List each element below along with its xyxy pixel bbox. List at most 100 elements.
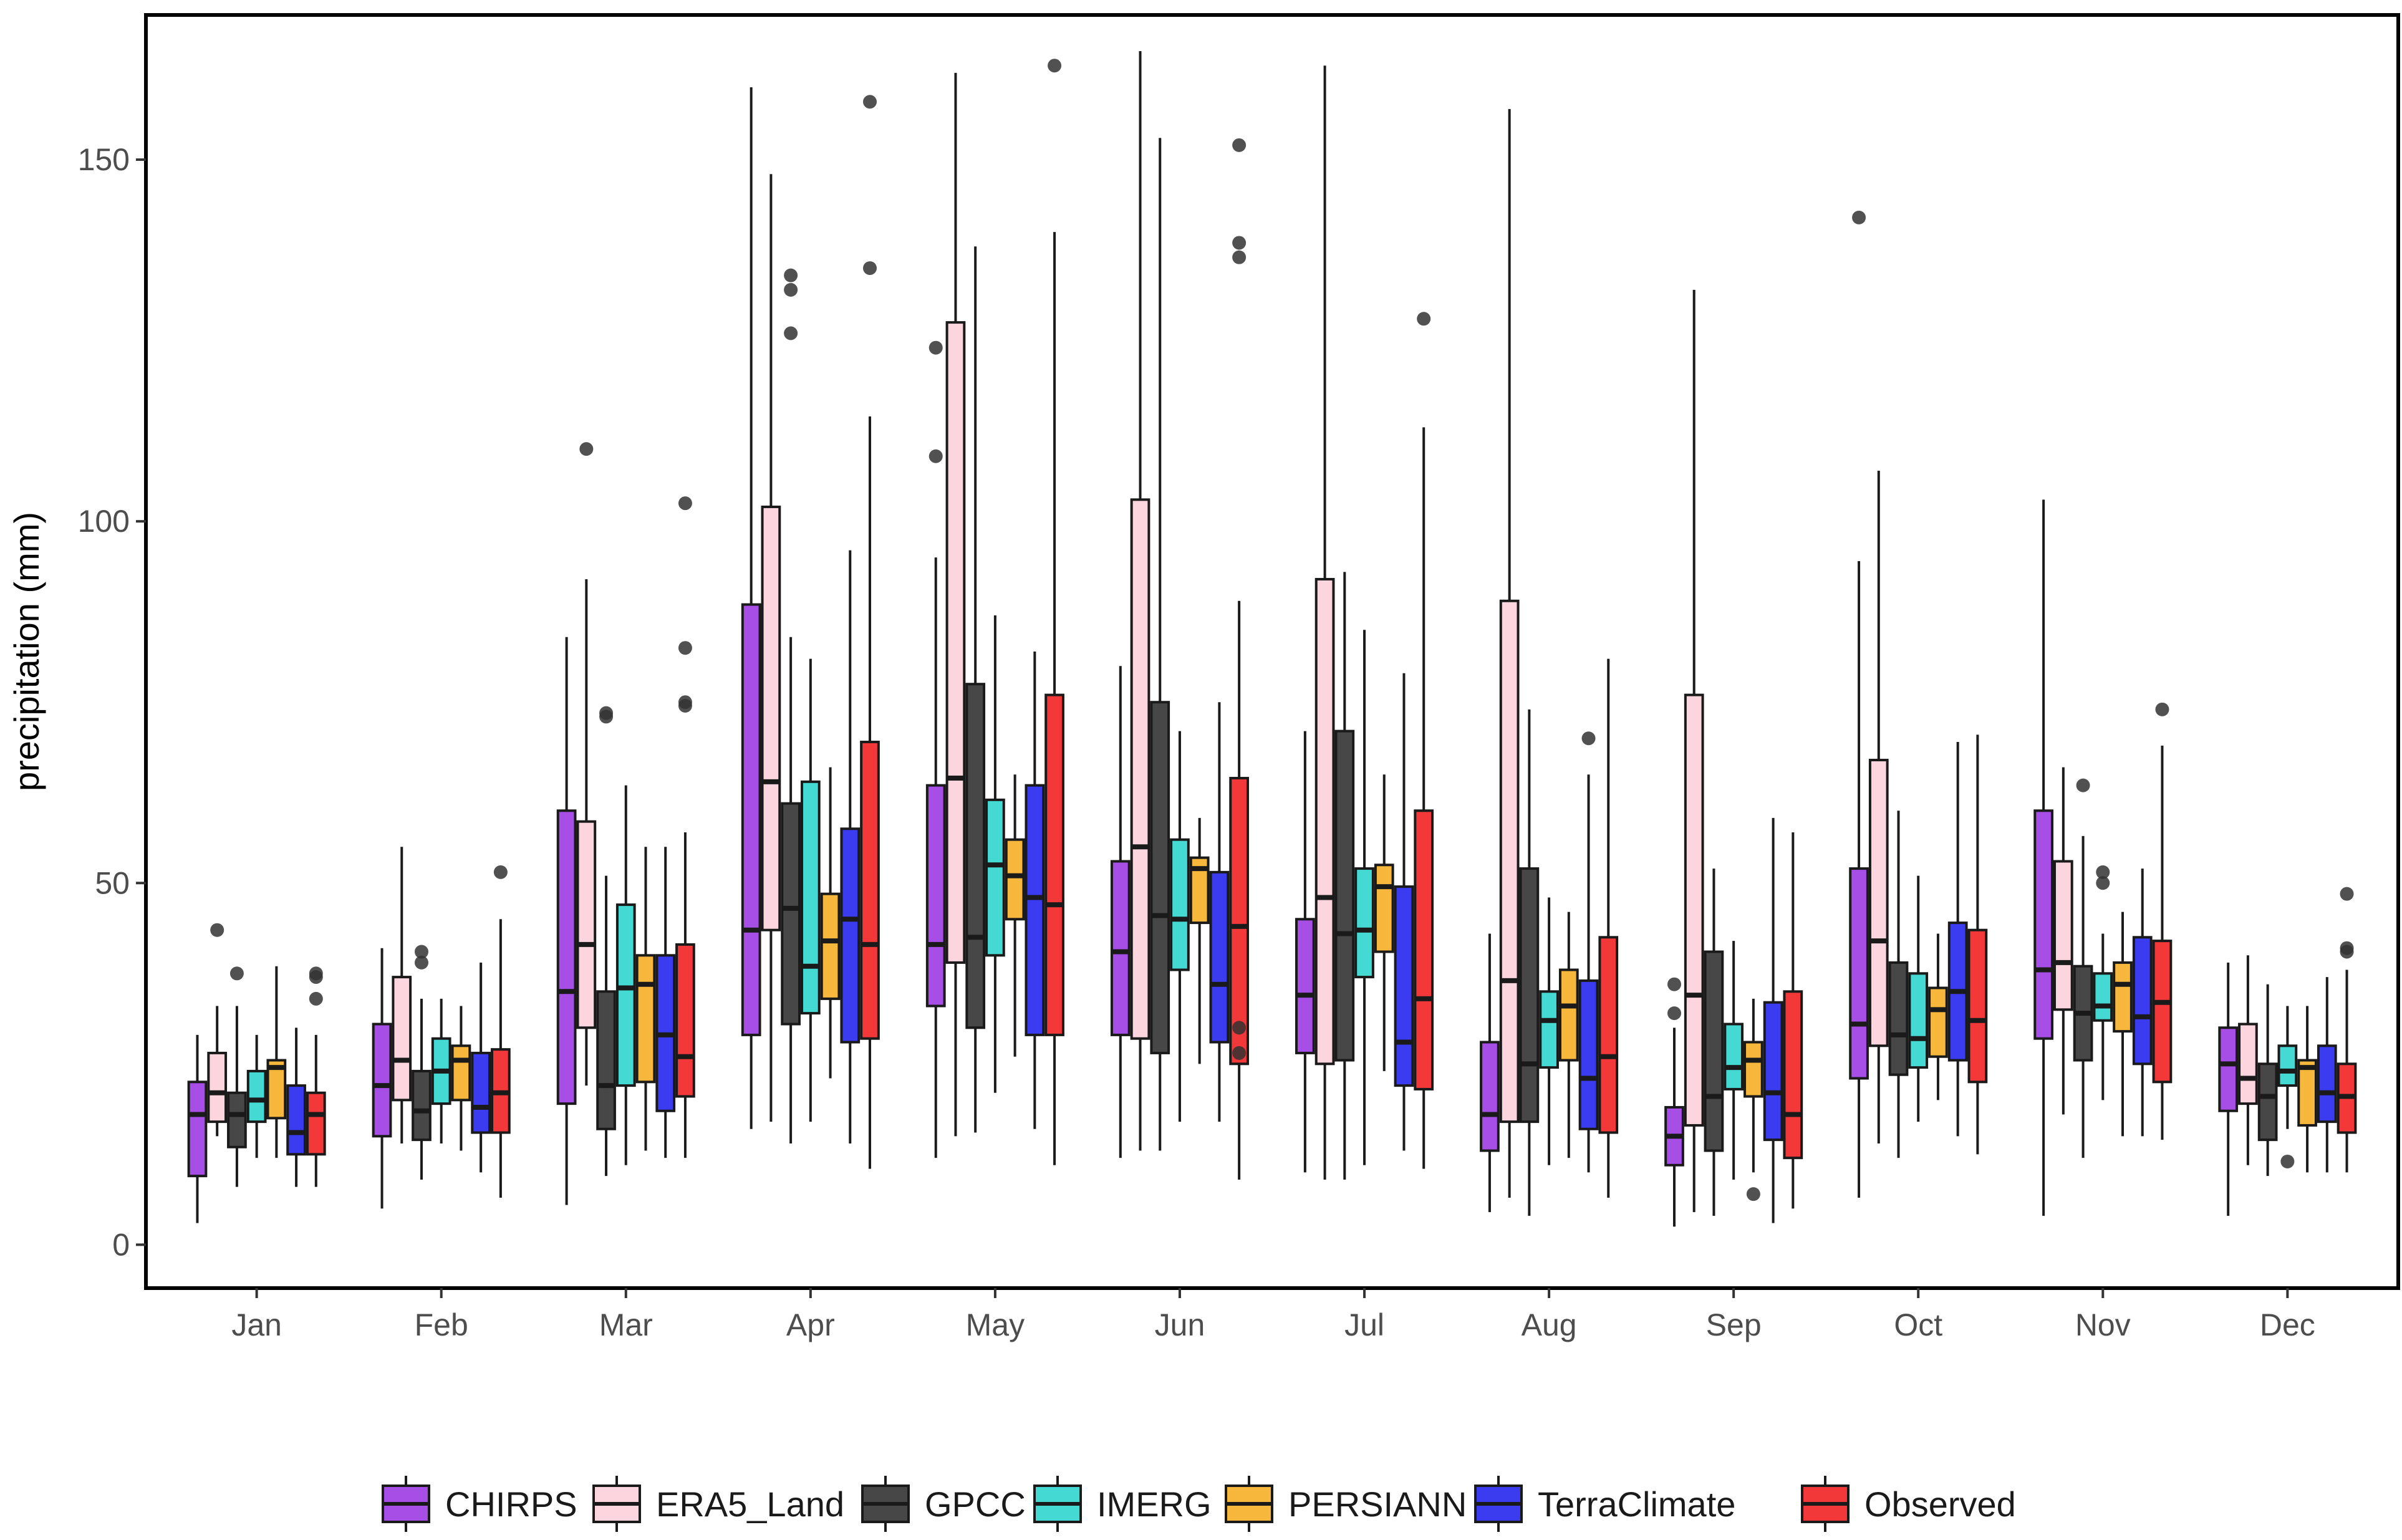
outlier-point <box>1852 210 1866 224</box>
outlier-point <box>863 95 877 109</box>
box-body <box>840 827 861 1044</box>
box-gpcc-sep <box>1704 869 1724 1216</box>
box-body <box>1578 979 1599 1130</box>
box-era5_land-mar <box>576 442 597 1086</box>
box-body <box>1558 968 1579 1062</box>
box-body <box>860 741 880 1040</box>
box-body <box>187 1080 208 1178</box>
box-observed-jan <box>306 966 326 1187</box>
box-gpcc-mar <box>596 706 616 1177</box>
box-observed-aug <box>1598 658 1619 1198</box>
box-observed-mar <box>675 496 695 1158</box>
box-persiann-jul <box>1374 774 1394 1071</box>
outlier-point <box>863 261 877 276</box>
plot-area <box>187 51 2357 1227</box>
box-body <box>2297 1059 2317 1127</box>
y-tick-label: 0 <box>112 1227 130 1262</box>
box-body <box>1519 867 1540 1124</box>
x-tick-label: Mar <box>599 1307 653 1342</box>
legend: CHIRPS ERA5_Land GPCC IMERG PERSIANN TerraCli… <box>382 1476 2016 1532</box>
box-terraclimate-dec <box>2317 977 2337 1173</box>
legend-label-persiann: PERSIANN <box>1288 1485 1467 1524</box>
legend-item-gpcc: GPCC <box>861 1476 1026 1532</box>
box-body <box>1480 1041 1500 1152</box>
box-gpcc-jan <box>227 966 247 1187</box>
box-body <box>1374 864 1394 953</box>
box-body <box>1130 498 1150 1040</box>
box-imerg-aug <box>1539 897 1559 1165</box>
box-body <box>306 1091 326 1156</box>
box-body <box>2093 972 2113 1022</box>
legend-label-gpcc: GPCC <box>925 1485 1026 1524</box>
series-gpcc <box>227 138 2278 1216</box>
box-terraclimate-sep <box>1763 817 1783 1223</box>
box-chirps-jul <box>1295 731 1315 1173</box>
box-body <box>471 1051 491 1134</box>
outlier-point <box>309 991 323 1006</box>
box-observed-oct <box>1967 734 1988 1155</box>
box-persiann-nov <box>2113 912 2133 1137</box>
legend-label-chirps: CHIRPS <box>445 1485 577 1524</box>
outlier-point <box>1048 59 1062 73</box>
box-body <box>925 784 946 1008</box>
box-body <box>1763 1001 1783 1142</box>
box-gpcc-dec <box>2257 984 2278 1177</box>
outlier-point <box>414 945 428 959</box>
legend-item-terraclimate: TerraClimate <box>1474 1476 1735 1532</box>
outlier-point <box>414 955 428 970</box>
box-body <box>1150 701 1170 1054</box>
x-tick-label: Sep <box>1706 1307 1762 1342</box>
box-terraclimate-jan <box>286 1027 306 1187</box>
box-body <box>1598 936 1619 1134</box>
box-gpcc-jun <box>1150 138 1170 1151</box>
box-terraclimate-jul <box>1394 673 1414 1151</box>
box-body <box>1704 950 1724 1152</box>
box-chirps-jun <box>1110 666 1131 1158</box>
x-tick-label: Dec <box>2260 1307 2315 1342</box>
box-era5_land-may <box>945 72 966 1137</box>
box-body <box>1888 961 1909 1076</box>
box-gpcc-oct <box>1888 811 1909 1158</box>
outlier-point <box>1232 236 1247 250</box>
box-body <box>635 954 656 1084</box>
box-terraclimate-feb <box>471 962 491 1173</box>
x-tick-label: Aug <box>1522 1307 1577 1342</box>
box-body <box>1005 838 1025 921</box>
box-body <box>2218 1026 2239 1112</box>
box-era5_land-apr <box>761 174 781 1122</box>
legend-label-era5_land: ERA5_Land <box>656 1485 844 1524</box>
outlier-point <box>1667 1006 1681 1021</box>
box-persiann-mar <box>635 847 656 1151</box>
box-persiann-jan <box>266 966 287 1158</box>
box-body <box>1928 986 1948 1058</box>
box-terraclimate-apr <box>840 550 861 1143</box>
box-persiann-sep <box>1744 998 1763 1201</box>
box-body <box>1044 693 1064 1036</box>
outlier-point <box>2155 702 2169 716</box>
box-persiann-oct <box>1928 933 1948 1100</box>
box-persiann-feb <box>451 1006 471 1151</box>
box-imerg-jan <box>246 1034 267 1158</box>
box-body <box>615 903 636 1087</box>
box-body <box>741 603 761 1036</box>
series-observed <box>306 59 2357 1209</box>
series-chirps <box>187 87 2239 1227</box>
box-era5_land-sep <box>1684 289 1704 1213</box>
box-body <box>985 798 1005 957</box>
box-body <box>1783 990 1803 1160</box>
legend-item-chirps: CHIRPS <box>382 1476 577 1532</box>
box-chirps-dec <box>2218 962 2239 1216</box>
outlier-point <box>1232 250 1247 264</box>
outlier-point <box>229 966 244 981</box>
outlier-point <box>678 695 692 710</box>
box-chirps-aug <box>1480 933 1500 1213</box>
outlier-point <box>2096 876 2110 890</box>
box-body <box>761 505 781 931</box>
x-tick-label: Oct <box>1894 1307 1942 1342</box>
y-tick-label: 50 <box>95 865 130 900</box>
box-chirps-oct <box>1849 210 1869 1198</box>
box-body <box>781 802 801 1026</box>
box-imerg-feb <box>431 998 451 1143</box>
outlier-point <box>1232 1021 1247 1035</box>
